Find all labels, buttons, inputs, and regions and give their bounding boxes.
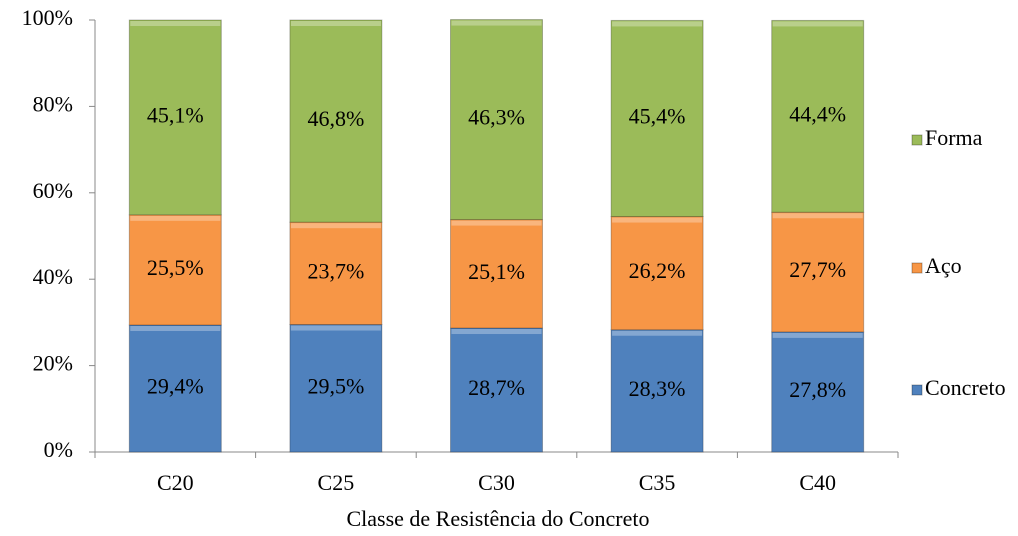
legend-swatch [911,384,923,396]
x-tick-label: C30 [478,470,515,495]
y-tick-label: 20% [33,351,73,376]
bar-segment [450,219,543,329]
bar-highlight [130,21,221,26]
y-tick-label: 80% [33,91,73,116]
y-tick-label: 0% [44,437,73,462]
bar-highlight [130,215,221,221]
y-tick-label: 100% [22,5,73,30]
bar-highlight [290,223,381,229]
bar-segment [128,324,222,453]
bar-segment [771,211,865,333]
x-axis-title: Classe de Resistência do Concreto [346,506,649,531]
value-label: 45,1% [147,102,204,127]
value-label: 29,4% [147,374,204,399]
bar-highlight [612,330,703,336]
value-label: 23,7% [307,258,364,283]
value-label: 25,1% [468,259,525,284]
bar-segment [128,19,222,216]
x-tick-label: C40 [799,470,836,495]
bar-segment [610,216,704,331]
value-label: 28,3% [629,376,686,401]
y-tick-label: 60% [33,178,73,203]
value-label: 26,2% [629,258,686,283]
bar-highlight [612,217,703,223]
bar-highlight [451,329,542,335]
legend-label: Concreto [925,375,1006,400]
value-label: 27,8% [789,377,846,402]
bar-highlight [772,332,863,338]
bar-segment [289,324,383,453]
bar-highlight [130,325,221,331]
x-tick-label: C20 [157,470,194,495]
bar-segment [450,19,543,221]
bar-highlight [772,213,863,219]
x-tick-label: C25 [318,470,355,495]
bar-highlight [612,21,703,27]
bar-highlight [290,325,381,331]
value-label: 28,7% [468,375,525,400]
value-label: 46,8% [307,106,364,131]
legend-swatch [911,134,923,146]
bar-segment [289,221,383,326]
bar-segment [289,19,383,223]
y-tick-label: 40% [33,264,73,289]
legend-label: Forma [925,125,983,150]
bar-highlight [451,20,542,26]
value-label: 46,3% [468,105,525,130]
bar-segment [450,327,543,453]
bar-segment [771,19,865,213]
value-label: 25,5% [147,255,204,280]
bar-segment [771,331,865,453]
value-label: 45,4% [629,104,686,129]
bar-segment [610,19,704,218]
legend-swatch [911,262,923,274]
legend-label: Aço [925,253,962,278]
bar-segment [128,214,222,326]
bar-highlight [451,220,542,226]
value-label: 44,4% [789,101,846,126]
value-label: 29,5% [307,373,364,398]
bar-highlight [772,21,863,27]
bar-segment [610,329,704,453]
value-label: 27,7% [789,257,846,282]
x-tick-label: C35 [639,470,676,495]
bar-highlight [290,21,381,26]
